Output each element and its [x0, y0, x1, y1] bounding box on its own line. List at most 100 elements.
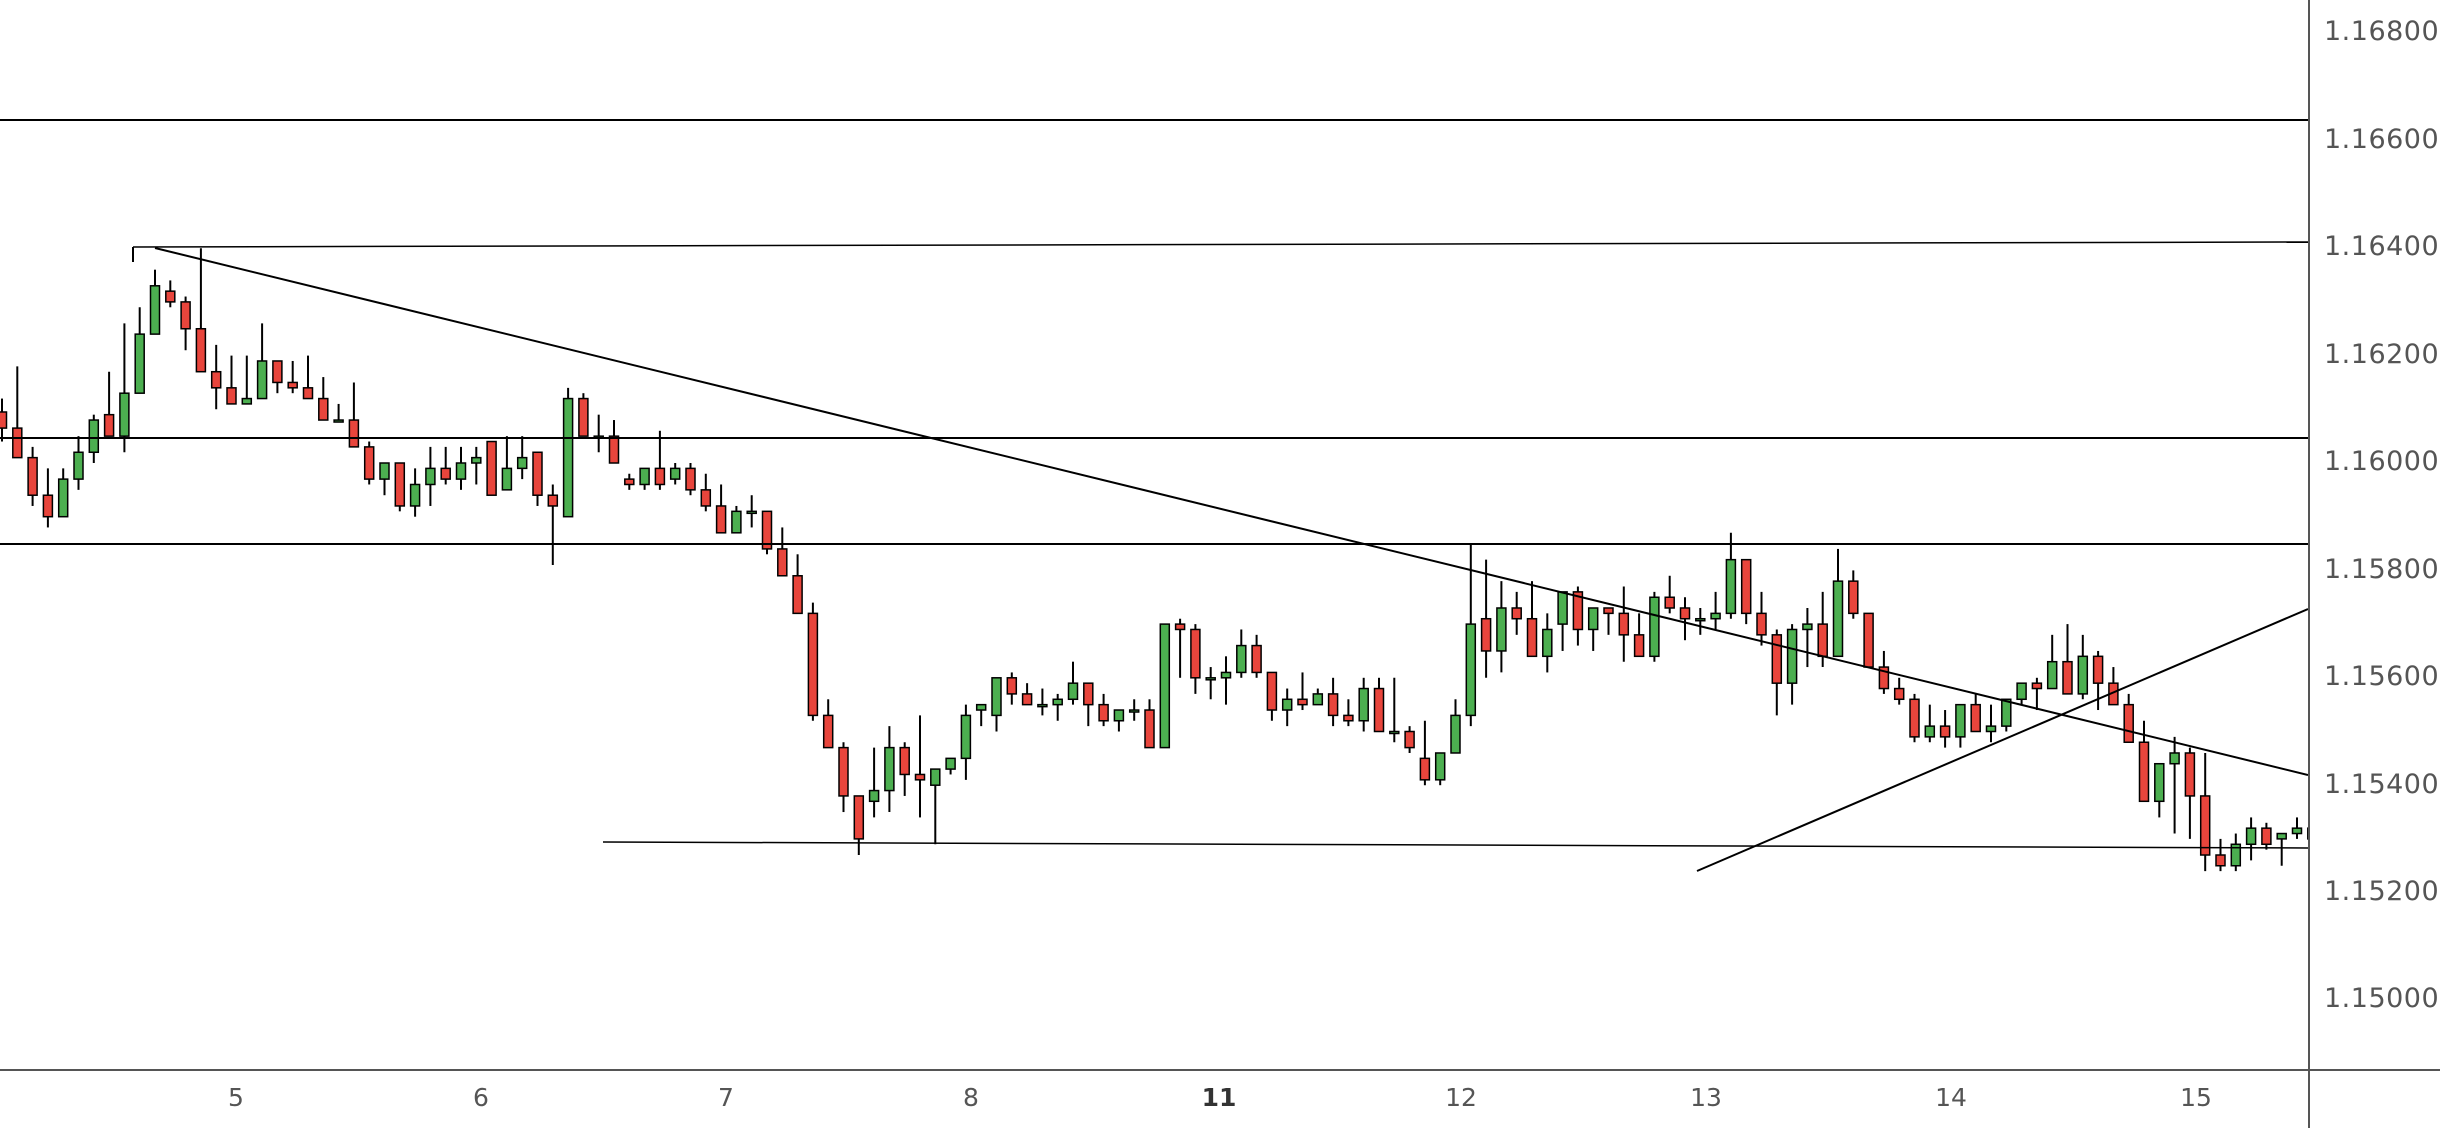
candle-up — [1589, 608, 1598, 651]
candle-down — [0, 399, 7, 442]
candle-up — [2017, 683, 2026, 704]
candle-up — [74, 436, 83, 490]
candle-down — [319, 377, 328, 420]
price-label: 1.15400 — [2324, 769, 2439, 800]
candle-down — [2063, 624, 2072, 694]
candle-down — [1895, 678, 1904, 705]
candle-up — [1359, 678, 1368, 732]
candle-down — [273, 361, 282, 393]
axis-corner — [2308, 1069, 2440, 1130]
candle-up — [120, 323, 129, 452]
candle-down — [2216, 839, 2225, 871]
candle-down — [1512, 592, 1521, 635]
candle-down — [548, 484, 557, 565]
candle-up — [931, 769, 940, 844]
candle-up — [59, 468, 68, 516]
candle-down — [1023, 683, 1032, 704]
candle-down — [43, 468, 52, 527]
candle-up — [1237, 629, 1246, 677]
trendline-down-line[interactable] — [155, 248, 2308, 775]
candle-down — [808, 603, 817, 721]
candle-down — [579, 393, 588, 436]
time-label: 13 — [1690, 1083, 1722, 1112]
candle-up — [258, 323, 267, 398]
candle-up — [1711, 592, 1720, 630]
candle-down — [2262, 823, 2271, 850]
candle-down — [763, 511, 772, 554]
candle-down — [2109, 667, 2118, 705]
plot-area[interactable] — [0, 0, 2308, 1069]
candle-up — [2048, 635, 2057, 689]
candle-up — [457, 447, 466, 490]
candle-up — [502, 436, 511, 490]
candle-up — [961, 705, 970, 780]
candle-up — [2231, 834, 2240, 872]
candle-down — [365, 442, 374, 485]
candle-up — [1788, 624, 1797, 705]
horizontal-ray-line[interactable] — [133, 242, 2308, 247]
candle-down — [196, 248, 205, 372]
candle-down — [1007, 672, 1016, 704]
candle-down — [304, 356, 313, 399]
candle-down — [28, 447, 37, 506]
candle-up — [1834, 549, 1843, 656]
candle-down — [916, 715, 925, 817]
candle-down — [533, 452, 542, 506]
candle-down — [1971, 694, 1980, 732]
time-label: 14 — [1935, 1083, 1967, 1112]
price-axis[interactable]: 1.16800 1.16600 1.16400 1.16200 1.16000 … — [2308, 0, 2440, 1128]
candle-up — [426, 447, 435, 506]
candle-up — [1497, 581, 1506, 672]
candle-up — [1650, 592, 1659, 662]
candle-up — [1114, 710, 1123, 731]
candle-up — [2002, 699, 2011, 731]
candle-up — [518, 436, 527, 479]
price-label: 1.16000 — [2324, 446, 2439, 477]
candle-up — [1956, 705, 1965, 748]
candle-up — [1987, 705, 1996, 743]
candle-down — [105, 372, 114, 436]
candle-down — [288, 361, 297, 393]
candle-down — [2124, 694, 2133, 742]
candle-down — [1298, 672, 1307, 710]
price-label: 1.15000 — [2324, 983, 2439, 1014]
candle-down — [655, 431, 664, 490]
candle-up — [747, 495, 756, 527]
candle-up — [1543, 613, 1552, 672]
time-label-month-start: 11 — [1202, 1083, 1237, 1112]
candle-down — [1375, 678, 1384, 732]
time-label: 5 — [228, 1083, 244, 1112]
candle-up — [1206, 667, 1215, 699]
candle-up — [1558, 592, 1567, 651]
candle-down — [1619, 587, 1628, 662]
candle-up — [992, 678, 1001, 732]
candle-down — [1757, 592, 1766, 646]
candle-down — [395, 463, 404, 511]
candle-down — [793, 554, 802, 613]
price-label: 1.16200 — [2324, 339, 2439, 370]
candle-down — [717, 484, 726, 532]
candle-down — [2185, 748, 2194, 839]
candle-down — [1405, 726, 1414, 753]
candle-up — [151, 270, 160, 334]
candle-down — [1604, 608, 1613, 635]
price-label: 1.16600 — [2324, 124, 2439, 155]
candle-up — [2155, 764, 2164, 818]
time-axis[interactable]: 5 6 7 8 11 12 13 14 15 — [0, 1069, 2308, 1130]
candle-down — [701, 474, 710, 512]
candle-down — [1910, 694, 1919, 742]
candle-up — [334, 404, 343, 422]
candle-up — [640, 468, 649, 489]
drawing-lines-layer — [0, 120, 2308, 871]
candle-down — [1084, 683, 1093, 726]
price-label: 1.16400 — [2324, 231, 2439, 262]
candle-up — [885, 726, 894, 812]
candle-down — [1482, 560, 1491, 678]
candle-down — [1742, 560, 1751, 624]
candle-down — [227, 356, 236, 404]
candles-layer — [0, 248, 2308, 871]
candle-down — [1099, 694, 1108, 726]
candle-down — [1849, 570, 1858, 618]
price-label: 1.16800 — [2324, 16, 2439, 47]
